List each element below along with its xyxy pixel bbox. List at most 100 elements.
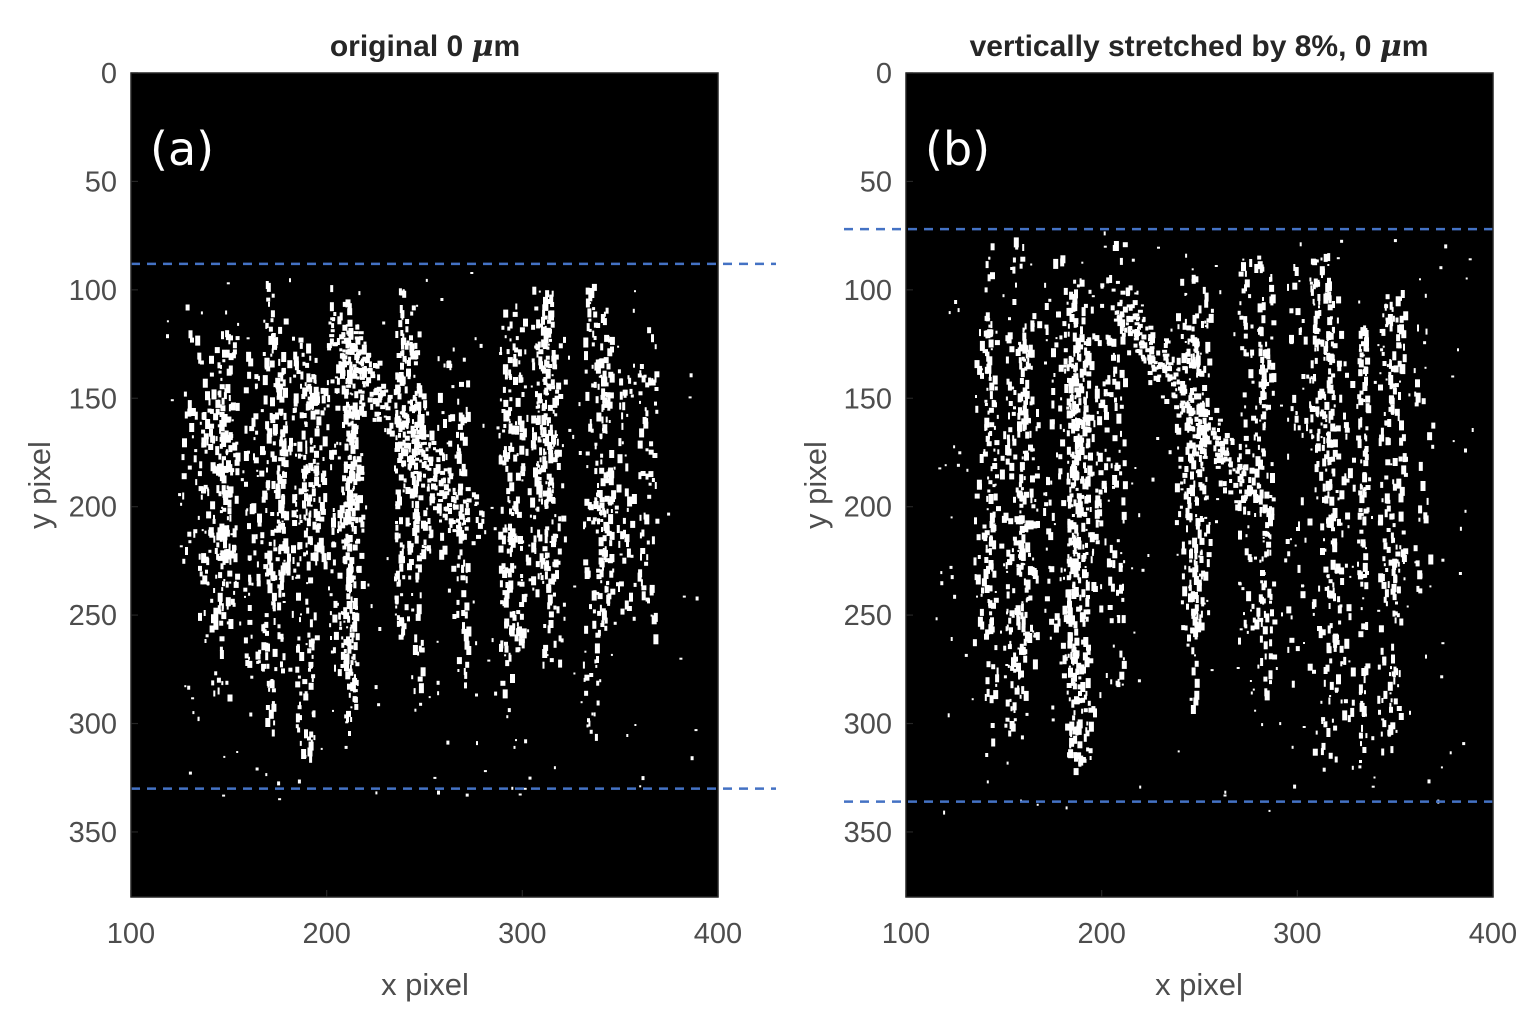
speckle-dot — [1357, 571, 1363, 580]
speckle-dot — [1193, 697, 1199, 706]
speckle-dot — [257, 375, 260, 381]
speckle-dot — [1238, 637, 1241, 645]
speckle-dot — [1085, 690, 1088, 696]
speckle-dot — [401, 313, 404, 320]
speckle-dot — [1188, 584, 1192, 591]
speckle-dot — [1066, 446, 1071, 455]
speckle-dot — [1247, 511, 1251, 516]
speckle-dot — [407, 400, 412, 404]
speckle-dot — [645, 410, 649, 417]
speckle-dot — [599, 611, 602, 615]
speckle-dot — [395, 386, 401, 393]
speckle-dot — [417, 512, 420, 518]
speckle-dot — [604, 546, 607, 554]
speckle-dot — [295, 724, 299, 729]
speckle-dot — [1066, 478, 1071, 485]
speckle-dot — [213, 514, 215, 521]
speckle-dot — [442, 477, 446, 482]
speckle-dot — [1076, 606, 1082, 612]
speckle-dot — [206, 438, 209, 446]
speckle-dot — [1072, 401, 1077, 410]
speckle-dot — [1328, 460, 1332, 465]
speckle-dot — [1192, 314, 1197, 324]
speckle-dot — [540, 560, 544, 569]
speckle-dot — [421, 549, 427, 560]
speckle-dot — [423, 510, 428, 517]
speckle-dot — [1000, 630, 1002, 634]
speckle-dot — [1257, 303, 1263, 313]
speckle-dot — [220, 424, 224, 432]
speckle-dot — [1073, 499, 1077, 507]
speckle-dot — [1261, 404, 1266, 409]
speckle-dot — [235, 336, 240, 341]
speckle-dot — [1070, 730, 1073, 737]
speckle-dot — [415, 579, 419, 583]
speckle-dot — [987, 489, 991, 493]
speckle-dot — [1262, 423, 1266, 431]
speckle-dot — [1363, 460, 1369, 467]
speckle-dot — [993, 448, 996, 452]
speckle-dot — [1195, 451, 1200, 457]
speckle-dot — [542, 456, 547, 465]
speckle-dot — [1058, 405, 1063, 412]
speckle-dot — [1188, 378, 1191, 381]
speckle-dot — [1073, 436, 1079, 442]
speckle-dot — [1071, 414, 1073, 418]
speckle-dot — [1206, 559, 1210, 568]
speckle-dot — [599, 497, 605, 503]
speckle-dot — [312, 485, 316, 488]
speckle-dot — [1317, 428, 1321, 434]
speckle-dot — [1122, 460, 1127, 467]
speckle-dot — [1021, 616, 1026, 625]
speckle-dot — [1310, 448, 1313, 451]
speckle-dot — [1112, 435, 1118, 442]
y-tick-label: 150 — [69, 383, 117, 415]
speckle-dot — [402, 376, 406, 385]
speckle-dot — [548, 620, 554, 628]
speckle-dot — [1064, 384, 1069, 393]
speckle-dot — [465, 406, 468, 414]
speckle-dot — [1258, 348, 1263, 357]
speckle-dot — [358, 331, 364, 335]
speckle-dot — [1058, 473, 1062, 480]
speckle-dot — [1356, 435, 1362, 441]
speckle-dot — [550, 302, 555, 307]
speckle-dot — [433, 776, 437, 779]
speckle-dot — [299, 454, 303, 457]
speckle-dot — [226, 603, 229, 610]
speckle-dot — [415, 441, 421, 446]
speckle-dot — [1328, 697, 1331, 705]
speckle-dot — [355, 359, 359, 364]
speckle-dot — [1194, 654, 1196, 657]
speckle-dot — [1022, 344, 1028, 354]
speckle-dot — [1116, 354, 1120, 363]
speckle-dot — [271, 601, 276, 606]
speckle-dot — [1049, 636, 1052, 640]
speckle-dot — [512, 343, 516, 351]
speckle-dot — [1006, 434, 1010, 440]
speckle-dot — [279, 521, 282, 524]
speckle-dot — [1205, 397, 1210, 407]
speckle-dot — [1314, 328, 1320, 334]
speckle-dot — [1242, 392, 1247, 398]
speckle-dot — [1075, 342, 1081, 353]
speckle-dot — [1044, 282, 1047, 288]
speckle-dot — [1197, 424, 1201, 431]
speckle-dot — [279, 439, 284, 447]
speckle-dot — [626, 413, 629, 417]
speckle-dot — [1079, 368, 1084, 378]
speckle-dot — [403, 478, 407, 483]
speckle-dot — [465, 566, 468, 573]
speckle-dot — [1347, 525, 1350, 529]
speckle-dot — [225, 330, 230, 338]
speckle-dot — [265, 508, 268, 513]
speckle-dot — [1319, 627, 1323, 633]
speckle-dot — [1320, 700, 1323, 704]
speckle-dot — [445, 506, 449, 512]
speckle-dot — [370, 403, 374, 410]
speckle-dot — [1206, 322, 1209, 329]
speckle-dot — [308, 577, 314, 584]
speckle-dot — [398, 452, 404, 459]
speckle-dot — [280, 505, 285, 514]
speckle-dot — [442, 513, 448, 518]
